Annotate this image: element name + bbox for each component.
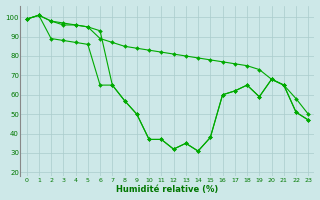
- X-axis label: Humidité relative (%): Humidité relative (%): [116, 185, 219, 194]
